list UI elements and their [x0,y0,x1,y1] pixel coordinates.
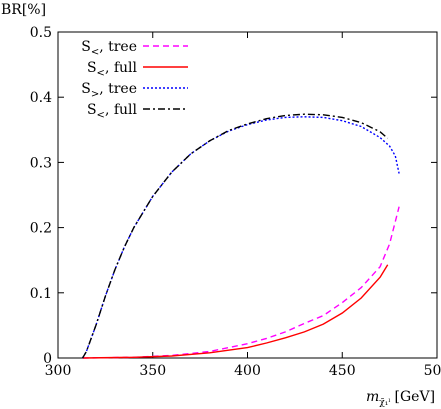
y-tick-label: 0.4 [30,90,52,106]
x-axis-title: mχ̃₁ˡ [GeV] [366,389,435,408]
x-tick-label: 500 [424,363,441,379]
axis-ticks: 300 350 400 450 500 0 0.1 0.2 0.3 0.4 0.5 [30,25,441,379]
legend-label-4: S<, full [87,102,138,121]
series-line-2 [82,264,389,359]
x-axis-title-main: m [366,389,379,405]
legend-label-2: S<, full [87,60,138,79]
y-axis-title: BR[%] [1,2,46,18]
y-tick-label: 0.1 [30,286,52,302]
y-tick-label: 0.2 [30,221,52,237]
legend-label-3: S>, tree [81,81,137,100]
series-line-4 [81,113,389,359]
x-tick-label: 450 [329,363,356,379]
x-tick-label: 400 [234,363,261,379]
x-axis-title-unit: [GeV] [395,389,436,405]
y-tick-label: 0.5 [30,25,52,41]
x-tick-label: 300 [45,363,72,379]
x-tick-label: 350 [139,363,166,379]
legend: S<, tree S<, full S>, tree S<, full [81,39,188,121]
series-line-1 [82,206,400,359]
series-lines [81,113,400,359]
x-axis-title-sub: χ̃₁ˡ [379,397,390,408]
series-line-3 [81,116,400,359]
legend-label-1: S<, tree [81,39,137,58]
y-tick-label: 0 [43,351,52,367]
y-tick-label: 0.3 [30,155,52,171]
